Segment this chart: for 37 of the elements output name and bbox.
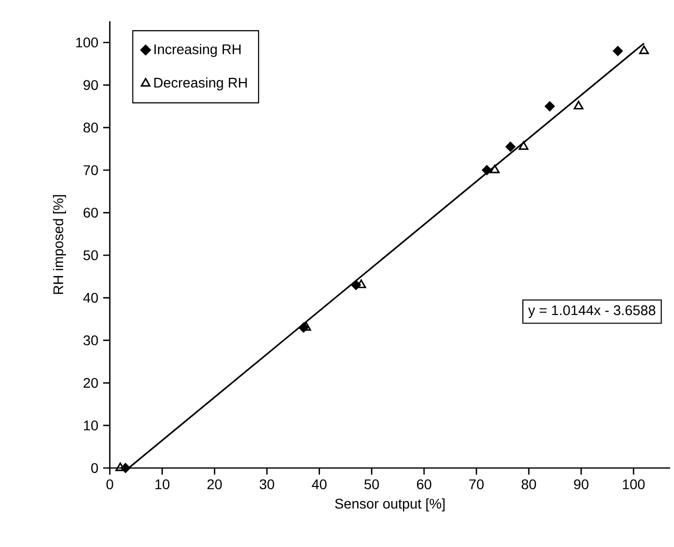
y-axis-title: RH imposed [%] [52, 195, 66, 294]
x-tick-label: 40 [312, 479, 327, 490]
point [505, 142, 516, 152]
y-tick-label: 0 [91, 463, 98, 473]
y-tick-label: 90 [84, 80, 98, 90]
point [518, 141, 528, 150]
y-tick-label: 100 [76, 37, 98, 48]
y-tick-label: 80 [84, 122, 98, 132]
point [115, 462, 126, 472]
y-tick-label: 60 [84, 208, 98, 218]
legend-label: Decreasing RH [154, 77, 247, 90]
point [482, 164, 492, 176]
x-tick-label: 30 [260, 479, 274, 490]
annotation: y = 1.0144x - 3.6588 [528, 305, 656, 318]
point [574, 100, 584, 110]
y-tick-label: 70 [84, 165, 98, 176]
y-tick-label: 20 [84, 378, 98, 388]
y-tick-label: 50 [83, 250, 98, 260]
x-tick-label: 100 [622, 479, 645, 490]
x-tick-label: 0 [106, 479, 114, 490]
point [544, 101, 555, 112]
x-tick-label: 90 [574, 479, 588, 490]
x-tick-label: 10 [155, 479, 170, 490]
point [612, 46, 623, 56]
legend-label: Increasing RH [154, 44, 241, 57]
point [490, 164, 500, 174]
y-tick-label: 10 [84, 420, 98, 430]
x-tick-label: 70 [469, 479, 484, 490]
y-tick-label: 30 [83, 335, 98, 346]
x-tick-label: 20 [207, 479, 222, 490]
point [356, 279, 366, 288]
x-tick-label: 60 [416, 479, 432, 490]
point [301, 322, 312, 331]
y-tick-label: 40 [83, 292, 98, 303]
x-tick-label: 50 [364, 479, 379, 490]
x-axis-title: Sensor output [%] [335, 498, 445, 512]
x-tick-label: 80 [522, 479, 536, 490]
